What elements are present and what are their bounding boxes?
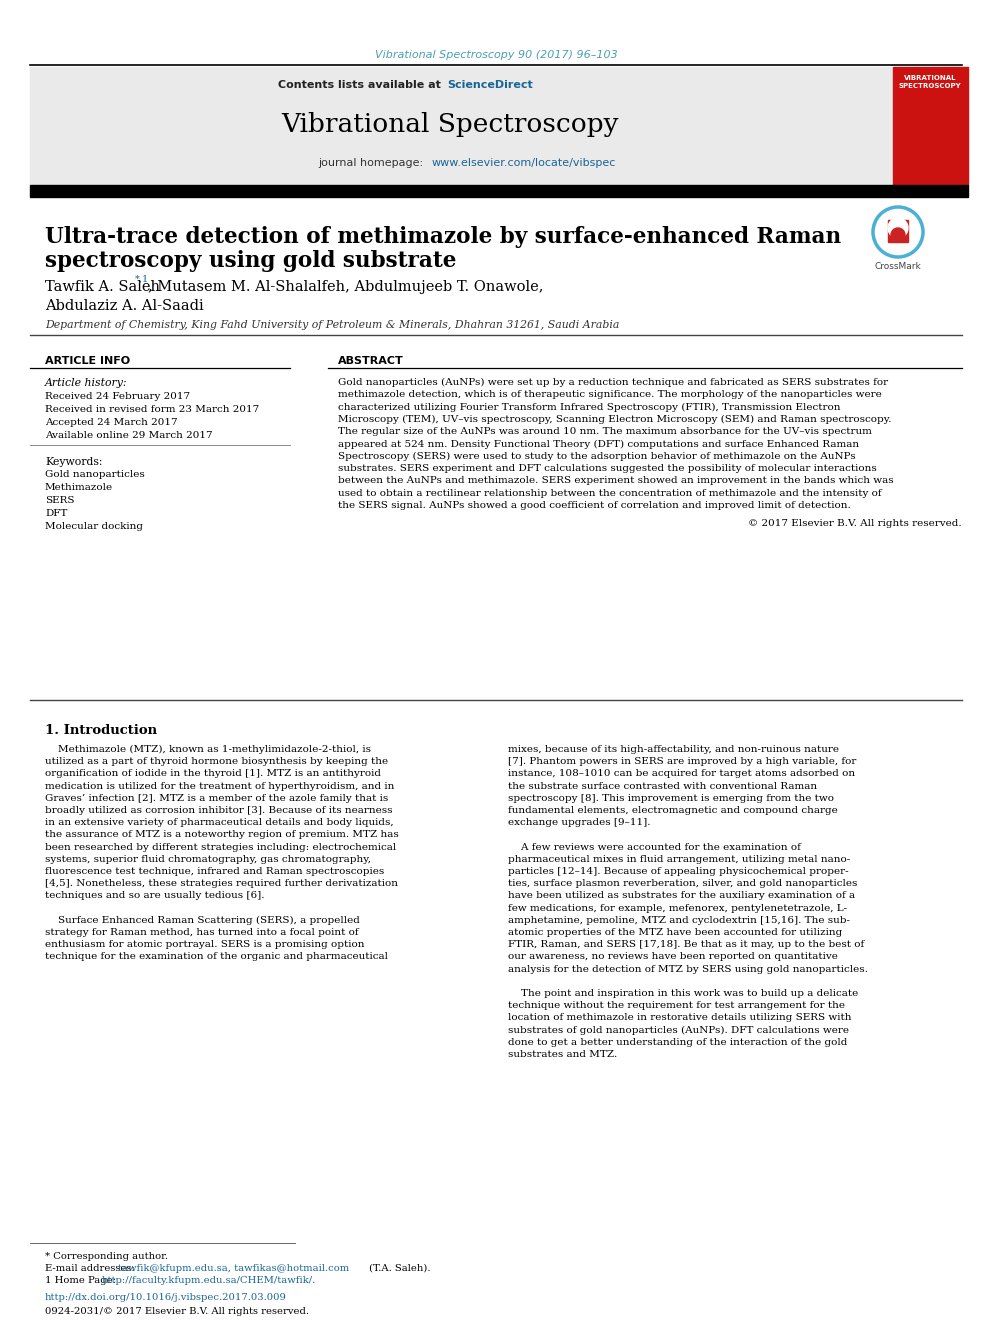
Text: © 2017 Elsevier B.V. All rights reserved.: © 2017 Elsevier B.V. All rights reserved… [748,520,962,528]
Text: *,1: *,1 [135,275,149,284]
Text: Available online 29 March 2017: Available online 29 March 2017 [45,431,212,441]
Text: characterized utilizing Fourier Transform Infrared Spectroscopy (FTIR), Transmis: characterized utilizing Fourier Transfor… [338,402,840,411]
Text: organification of iodide in the thyroid [1]. MTZ is an antithyroid: organification of iodide in the thyroid … [45,770,381,778]
Text: used to obtain a rectilinear relationship between the concentration of methimazo: used to obtain a rectilinear relationshi… [338,488,882,497]
Text: A few reviews were accounted for the examination of: A few reviews were accounted for the exa… [508,843,801,852]
Text: Received in revised form 23 March 2017: Received in revised form 23 March 2017 [45,405,259,414]
Text: Accepted 24 March 2017: Accepted 24 March 2017 [45,418,178,427]
Bar [30,67,892,185]
Text: Gold nanoparticles: Gold nanoparticles [45,470,145,479]
Text: [7]. Phantom powers in SERS are improved by a high variable, for: [7]. Phantom powers in SERS are improved… [508,757,856,766]
Text: Spectroscopy (SERS) were used to study to the adsorption behavior of methimazole: Spectroscopy (SERS) were used to study t… [338,451,856,460]
Text: Keywords:: Keywords: [45,456,102,467]
Text: exchange upgrades [9–11].: exchange upgrades [9–11]. [508,818,651,827]
Text: strategy for Raman method, has turned into a focal point of: strategy for Raman method, has turned in… [45,927,359,937]
Text: spectroscopy using gold substrate: spectroscopy using gold substrate [45,250,456,273]
Text: 0924-2031/© 2017 Elsevier B.V. All rights reserved.: 0924-2031/© 2017 Elsevier B.V. All right… [45,1307,309,1316]
Text: been researched by different strategies including: electrochemical: been researched by different strategies … [45,843,396,852]
Circle shape [891,228,905,242]
Bar [893,67,968,185]
Text: Methimazole (MTZ), known as 1-methylimidazole-2-thiol, is: Methimazole (MTZ), known as 1-methylimid… [45,745,371,754]
Text: * Corresponding author.: * Corresponding author. [45,1252,168,1261]
Text: substrates. SERS experiment and DFT calculations suggested the possibility of mo: substrates. SERS experiment and DFT calc… [338,464,877,474]
Text: ARTICLE INFO: ARTICLE INFO [45,356,130,366]
Text: substrates of gold nanoparticles (AuNPs). DFT calculations were: substrates of gold nanoparticles (AuNPs)… [508,1025,849,1035]
Bar [30,185,968,197]
Text: analysis for the detection of MTZ by SERS using gold nanoparticles.: analysis for the detection of MTZ by SER… [508,964,868,974]
Text: http://dx.doi.org/10.1016/j.vibspec.2017.03.009: http://dx.doi.org/10.1016/j.vibspec.2017… [45,1293,287,1302]
Text: ScienceDirect: ScienceDirect [447,79,533,90]
Text: CrossMark: CrossMark [875,262,922,271]
Text: SPECTROSCOPY: SPECTROSCOPY [899,83,961,89]
Text: , Mutasem M. Al-Shalalfeh, Abdulmujeeb T. Onawole,: , Mutasem M. Al-Shalalfeh, Abdulmujeeb T… [148,280,544,294]
Text: Ultra-trace detection of methimazole by surface-enhanced Raman: Ultra-trace detection of methimazole by … [45,226,841,247]
Text: ABSTRACT: ABSTRACT [338,356,404,366]
Text: systems, superior fluid chromatography, gas chromatography,: systems, superior fluid chromatography, … [45,855,371,864]
Text: Graves’ infection [2]. MTZ is a member of the azole family that is: Graves’ infection [2]. MTZ is a member o… [45,794,388,803]
Text: our awareness, no reviews have been reported on quantitative: our awareness, no reviews have been repo… [508,953,838,962]
Text: FTIR, Raman, and SERS [17,18]. Be that as it may, up to the best of: FTIR, Raman, and SERS [17,18]. Be that a… [508,941,864,949]
Text: Vibrational Spectroscopy: Vibrational Spectroscopy [282,112,619,138]
Text: DFT: DFT [45,509,67,519]
Text: fluorescence test technique, infrared and Raman spectroscopies: fluorescence test technique, infrared an… [45,867,384,876]
Text: mixes, because of its high-affectability, and non-ruinous nature: mixes, because of its high-affectability… [508,745,839,754]
Text: Tawfik A. Saleh: Tawfik A. Saleh [45,280,160,294]
Text: SERS: SERS [45,496,74,505]
Text: Received 24 February 2017: Received 24 February 2017 [45,392,190,401]
Text: Contents lists available at: Contents lists available at [278,79,445,90]
Text: instance, 108–1010 can be acquired for target atoms adsorbed on: instance, 108–1010 can be acquired for t… [508,770,855,778]
Text: journal homepage:: journal homepage: [317,157,430,168]
Text: amphetamine, pemoline, MTZ and cyclodextrin [15,16]. The sub-: amphetamine, pemoline, MTZ and cyclodext… [508,916,850,925]
Text: Gold nanoparticles (AuNPs) were set up by a reduction technique and fabricated a: Gold nanoparticles (AuNPs) were set up b… [338,378,888,388]
Text: techniques and so are usually tedious [6].: techniques and so are usually tedious [6… [45,892,265,901]
Text: substrates and MTZ.: substrates and MTZ. [508,1050,617,1058]
Text: appeared at 524 nm. Density Functional Theory (DFT) computations and surface Enh: appeared at 524 nm. Density Functional T… [338,439,859,448]
Text: Department of Chemistry, King Fahd University of Petroleum & Minerals, Dhahran 3: Department of Chemistry, King Fahd Unive… [45,320,619,329]
Text: location of methimazole in restorative details utilizing SERS with: location of methimazole in restorative d… [508,1013,851,1023]
Text: Vibrational Spectroscopy 90 (2017) 96–103: Vibrational Spectroscopy 90 (2017) 96–10… [375,50,617,60]
Text: [4,5]. Nonetheless, these strategies required further derivatization: [4,5]. Nonetheless, these strategies req… [45,880,398,888]
Text: technique without the requirement for test arrangement for the: technique without the requirement for te… [508,1002,845,1011]
Text: www.elsevier.com/locate/vibspec: www.elsevier.com/locate/vibspec [432,157,616,168]
Text: have been utilized as substrates for the auxiliary examination of a: have been utilized as substrates for the… [508,892,855,901]
Text: VIBRATIONAL: VIBRATIONAL [904,75,956,81]
Text: done to get a better understanding of the interaction of the gold: done to get a better understanding of th… [508,1037,847,1046]
Text: between the AuNPs and methimazole. SERS experiment showed an improvement in the : between the AuNPs and methimazole. SERS … [338,476,894,486]
Text: The regular size of the AuNPs was around 10 nm. The maximum absorbance for the U: The regular size of the AuNPs was around… [338,427,872,437]
Text: Molecular docking: Molecular docking [45,523,143,531]
Text: Abdulaziz A. Al-Saadi: Abdulaziz A. Al-Saadi [45,299,203,314]
Text: Methimazole: Methimazole [45,483,113,492]
Text: http://faculty.kfupm.edu.sa/CHEM/tawfik/.: http://faculty.kfupm.edu.sa/CHEM/tawfik/… [102,1275,316,1285]
Circle shape [888,218,908,238]
Text: utilized as a part of thyroid hormone biosynthesis by keeping the: utilized as a part of thyroid hormone bi… [45,757,388,766]
Text: atomic properties of the MTZ have been accounted for utilizing: atomic properties of the MTZ have been a… [508,927,842,937]
Text: pharmaceutical mixes in fluid arrangement, utilizing metal nano-: pharmaceutical mixes in fluid arrangemen… [508,855,850,864]
Text: particles [12–14]. Because of appealing physicochemical proper-: particles [12–14]. Because of appealing … [508,867,848,876]
Text: medication is utilized for the treatment of hyperthyroidism, and in: medication is utilized for the treatment… [45,782,395,791]
Text: the substrate surface contrasted with conventional Raman: the substrate surface contrasted with co… [508,782,817,791]
Text: ties, surface plasmon reverberation, silver, and gold nanoparticles: ties, surface plasmon reverberation, sil… [508,880,857,888]
Text: Article history:: Article history: [45,378,128,388]
Bar [888,220,908,242]
Text: E-mail addresses:: E-mail addresses: [45,1263,138,1273]
Text: 1 Home Page:: 1 Home Page: [45,1275,119,1285]
Text: technique for the examination of the organic and pharmaceutical: technique for the examination of the org… [45,953,388,962]
Text: the SERS signal. AuNPs showed a good coefficient of correlation and improved lim: the SERS signal. AuNPs showed a good coe… [338,501,851,509]
Text: in an extensive variety of pharmaceutical details and body liquids,: in an extensive variety of pharmaceutica… [45,818,394,827]
Text: fundamental elements, electromagnetic and compound charge: fundamental elements, electromagnetic an… [508,806,838,815]
Text: tawfik@kfupm.edu.sa, tawfikas@hotmail.com: tawfik@kfupm.edu.sa, tawfikas@hotmail.co… [118,1263,349,1273]
Text: The point and inspiration in this work was to build up a delicate: The point and inspiration in this work w… [508,990,858,998]
Text: broadly utilized as corrosion inhibitor [3]. Because of its nearness: broadly utilized as corrosion inhibitor … [45,806,393,815]
Text: (T.A. Saleh).: (T.A. Saleh). [366,1263,431,1273]
Text: Microscopy (TEM), UV–vis spectroscopy, Scanning Electron Microscopy (SEM) and Ra: Microscopy (TEM), UV–vis spectroscopy, S… [338,415,892,425]
Text: enthusiasm for atomic portrayal. SERS is a promising option: enthusiasm for atomic portrayal. SERS is… [45,941,364,949]
Text: ELSEVIER: ELSEVIER [31,184,105,198]
Text: spectroscopy [8]. This improvement is emerging from the two: spectroscopy [8]. This improvement is em… [508,794,834,803]
Text: methimazole detection, which is of therapeutic significance. The morphology of t: methimazole detection, which is of thera… [338,390,882,400]
Text: Surface Enhanced Raman Scattering (SERS), a propelled: Surface Enhanced Raman Scattering (SERS)… [45,916,360,925]
Text: the assurance of MTZ is a noteworthy region of premium. MTZ has: the assurance of MTZ is a noteworthy reg… [45,831,399,839]
Text: few medications, for example, mefenorex, pentylenetetrazole, L-: few medications, for example, mefenorex,… [508,904,847,913]
Text: 1. Introduction: 1. Introduction [45,724,157,737]
